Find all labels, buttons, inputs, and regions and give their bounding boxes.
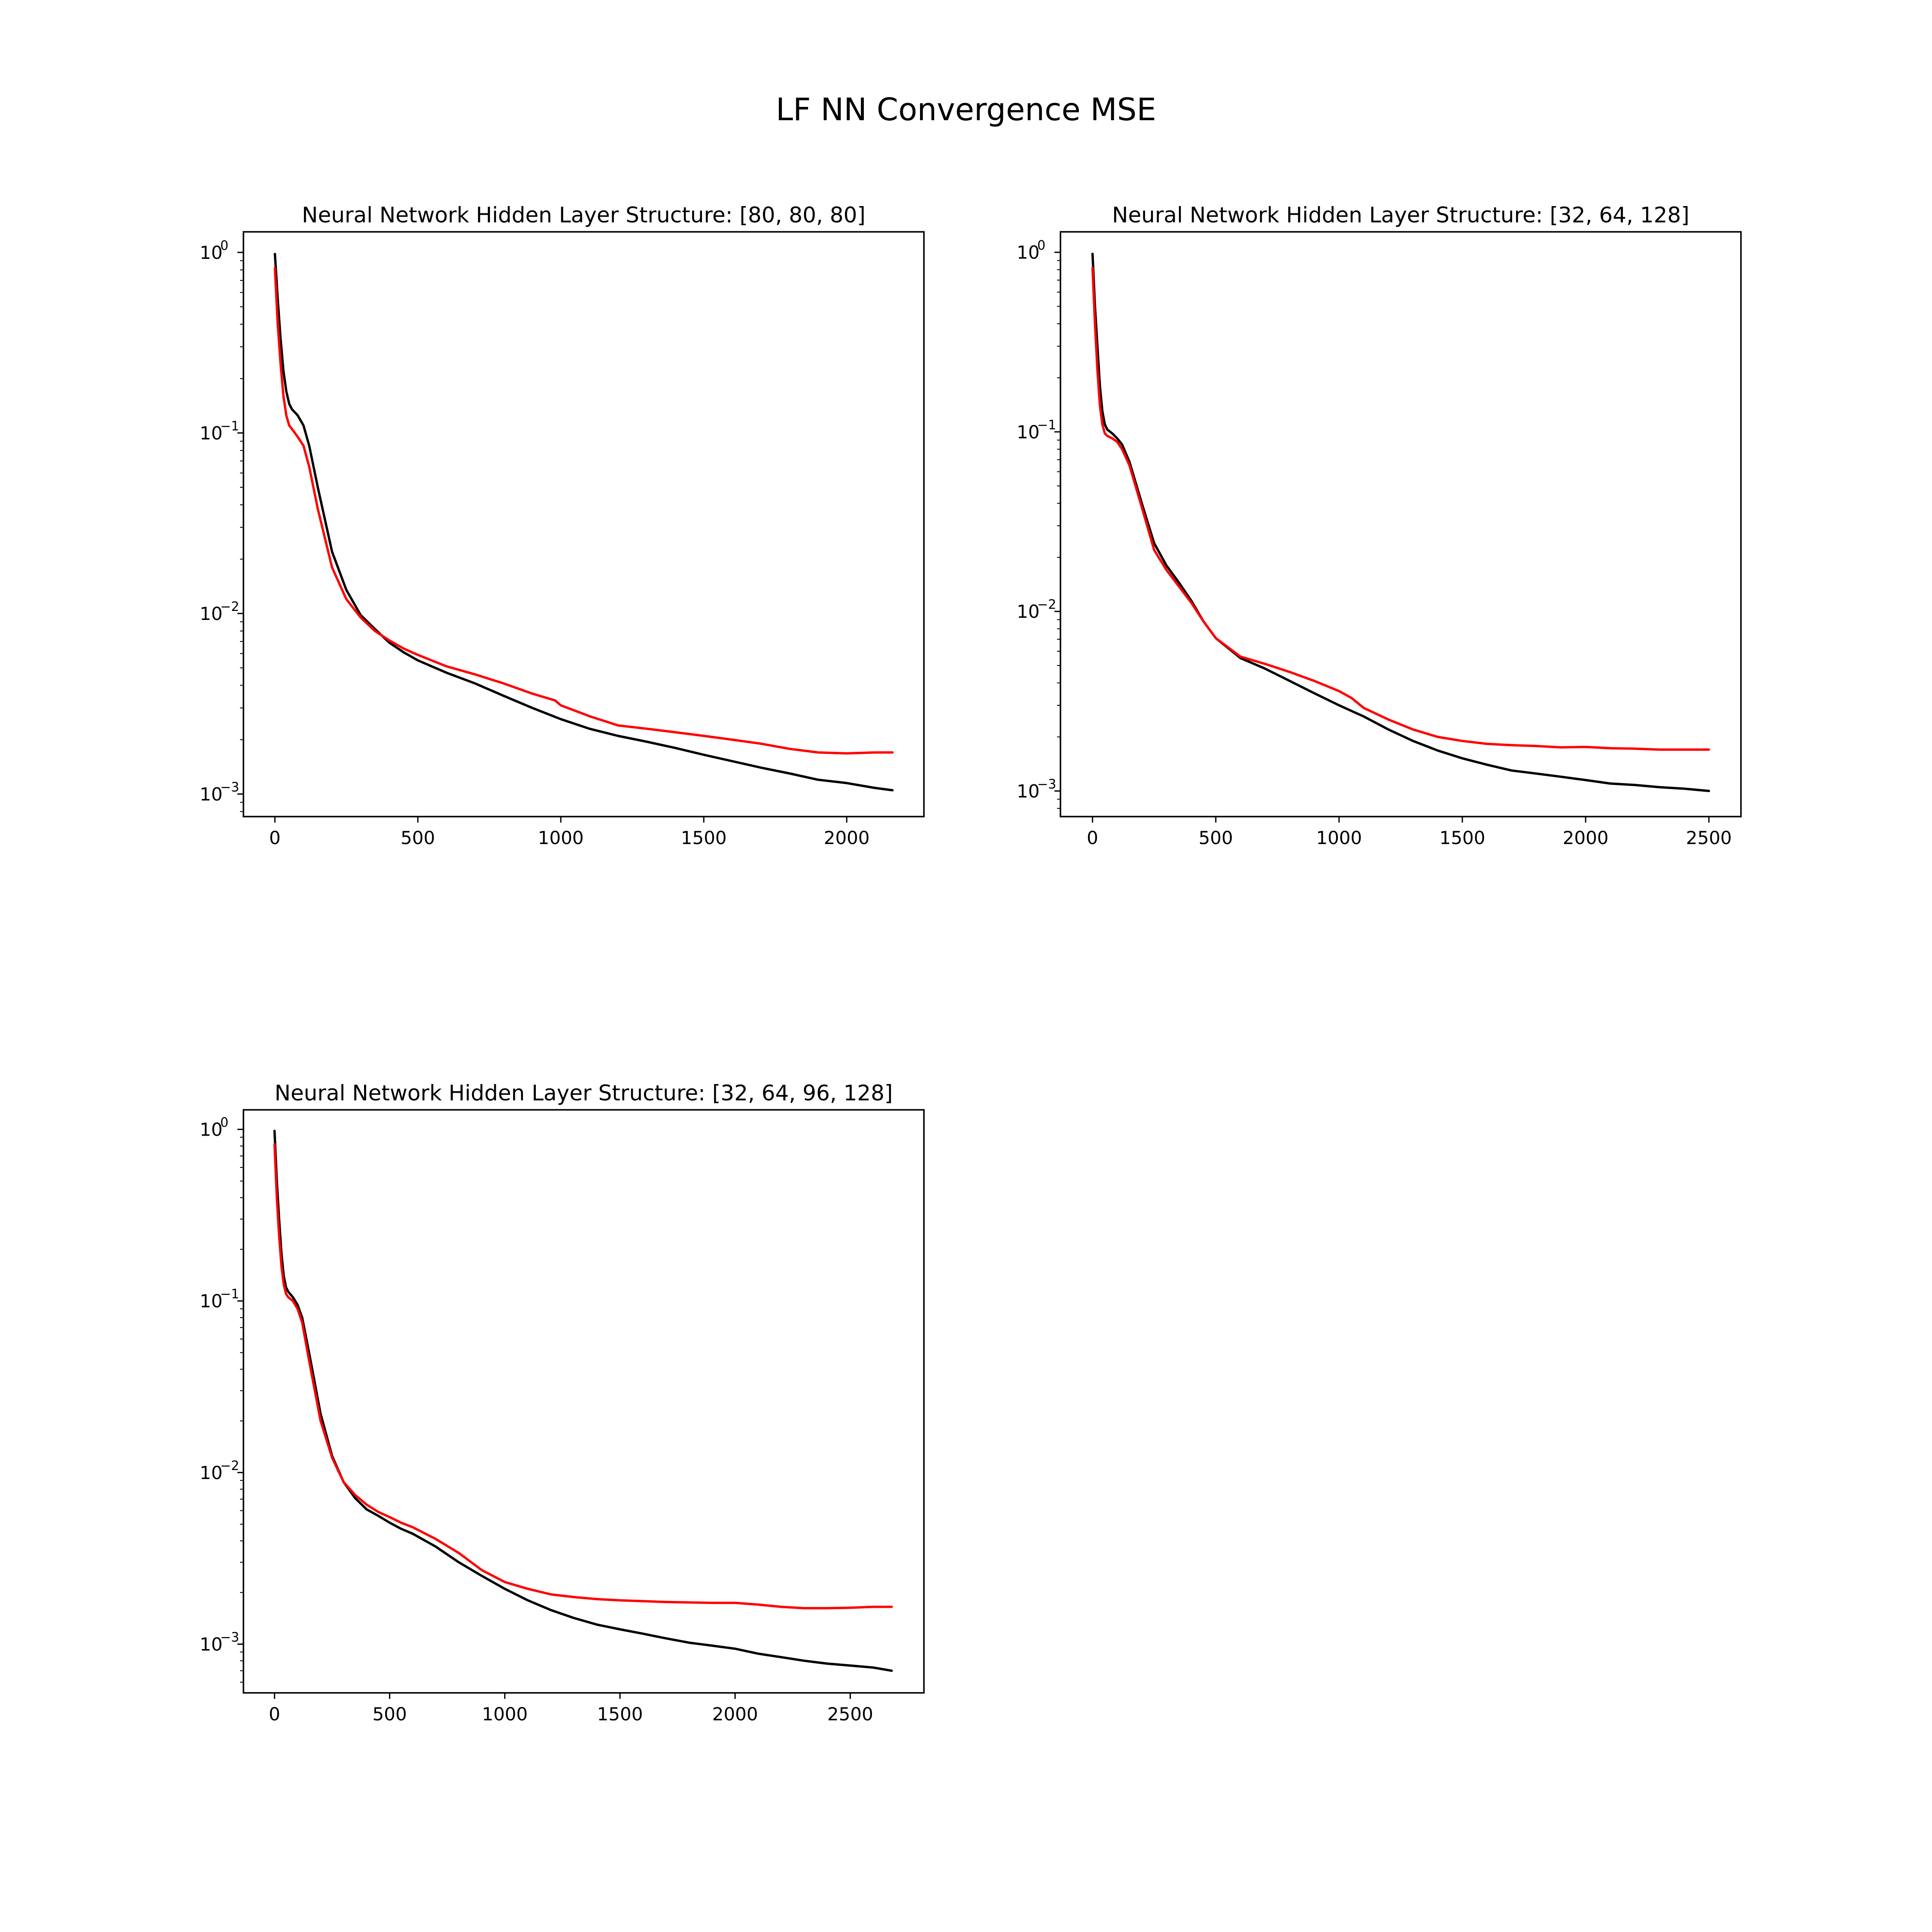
y-tick-label-base: 10 [200, 422, 222, 444]
x-tick-label: 1500 [681, 827, 727, 848]
y-tick-label-base: 10 [1017, 422, 1039, 443]
figure-suptitle: LF NN Convergence MSE [776, 91, 1156, 128]
y-tick-label-exponent: −2 [220, 1458, 239, 1473]
axes-frame [243, 231, 925, 817]
x-tick-label: 1000 [1316, 827, 1362, 848]
y-tick-label-exponent: −3 [220, 780, 239, 795]
y-tick-label-exponent: −2 [1037, 597, 1056, 612]
x-tick-label: 1500 [1440, 827, 1485, 848]
y-tick-label-base: 10 [1017, 781, 1039, 802]
x-tick-label: 1000 [482, 1704, 528, 1725]
x-tick-label: 2000 [824, 827, 870, 848]
axes-frame [1060, 231, 1742, 817]
subplot-3: Neural Network Hidden Layer Structure: [… [200, 1081, 925, 1725]
series-1-line [273, 1130, 893, 1672]
series-2-line [1091, 266, 1710, 751]
x-tick-label: 2500 [827, 1704, 873, 1725]
series-2-line [273, 267, 894, 755]
x-tick-label: 0 [269, 1704, 280, 1725]
x-tick-label: 500 [373, 1704, 407, 1725]
x-tick-label: 1500 [597, 1704, 643, 1725]
subplot-1: Neural Network Hidden Layer Structure: [… [200, 203, 925, 848]
series-2-line [273, 1143, 893, 1610]
y-tick-label-base: 10 [200, 1634, 222, 1655]
x-tick-label: 1000 [538, 827, 584, 848]
x-tick-label: 500 [401, 827, 435, 848]
subplots: Neural Network Hidden Layer Structure: [… [200, 203, 1742, 1725]
x-tick-label: 0 [1087, 827, 1098, 848]
y-tick-label-base: 10 [200, 603, 222, 624]
subplot-title: Neural Network Hidden Layer Structure: [… [1112, 203, 1689, 228]
subplot-title: Neural Network Hidden Layer Structure: [… [302, 203, 866, 228]
x-tick-label: 2000 [712, 1704, 758, 1725]
y-tick-label-base: 10 [200, 784, 222, 805]
y-tick-label-base: 10 [200, 1119, 222, 1140]
y-tick-label-exponent: −3 [220, 1630, 239, 1645]
x-tick-label: 2500 [1686, 827, 1732, 848]
series-1-line [273, 252, 894, 792]
x-tick-label: 2000 [1563, 827, 1609, 848]
y-tick-label-exponent: −1 [220, 419, 239, 434]
y-tick-label-exponent: 0 [1037, 238, 1045, 253]
series-1-line [1091, 252, 1710, 793]
y-tick-label-base: 10 [1017, 242, 1039, 263]
y-tick-label-base: 10 [200, 1462, 222, 1483]
y-tick-label-base: 10 [1017, 601, 1039, 622]
subplot-title: Neural Network Hidden Layer Structure: [… [274, 1081, 893, 1106]
subplot-2: Neural Network Hidden Layer Structure: [… [1017, 203, 1742, 848]
y-tick-label-exponent: −1 [220, 1287, 239, 1302]
x-tick-label: 0 [269, 827, 281, 848]
y-tick-label-exponent: 0 [220, 238, 228, 253]
x-tick-label: 500 [1199, 827, 1233, 848]
y-tick-label-base: 10 [200, 242, 222, 263]
y-tick-label-exponent: −3 [1037, 777, 1056, 792]
y-tick-label-exponent: −1 [1037, 418, 1056, 433]
y-tick-label-exponent: 0 [220, 1115, 228, 1130]
y-tick-label-exponent: −2 [220, 599, 239, 614]
y-tick-label-base: 10 [200, 1291, 222, 1312]
axes-frame [243, 1109, 925, 1694]
